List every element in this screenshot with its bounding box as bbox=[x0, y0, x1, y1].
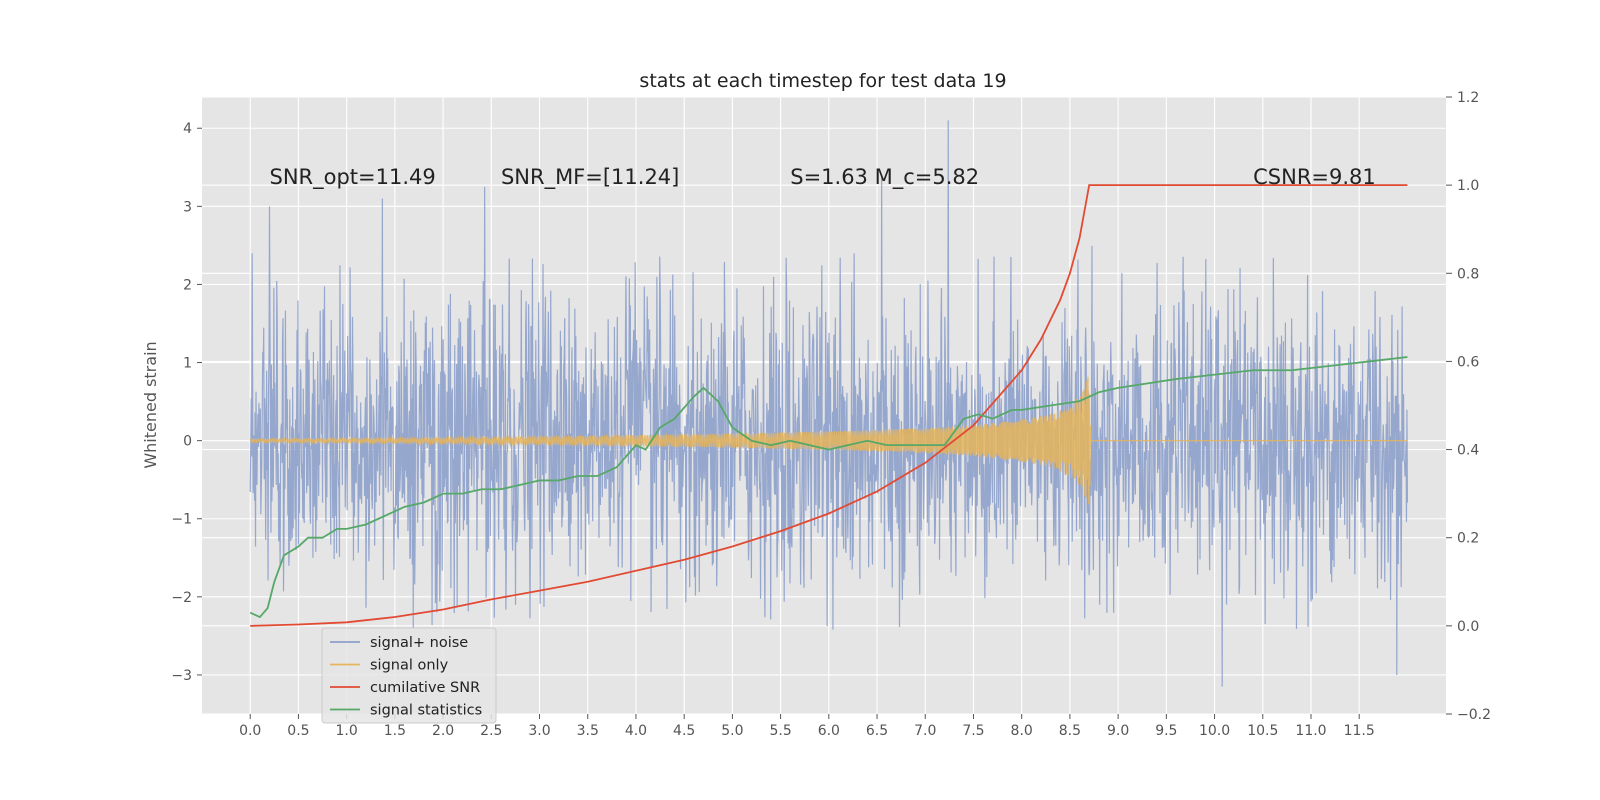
legend: signal+ noise signal only cumilative SNR si… bbox=[321, 627, 497, 724]
series-signal-noise-line bbox=[249, 120, 1409, 687]
y2-tick-label-5: 0.8 bbox=[1457, 266, 1479, 282]
legend-box bbox=[321, 627, 497, 724]
y-tick-label-0: −3 bbox=[171, 668, 192, 684]
legend-label-0: signal+ noise bbox=[370, 635, 468, 651]
y2-tick-label-6: 1.0 bbox=[1457, 178, 1479, 194]
x-tick-label-11: 5.5 bbox=[769, 723, 791, 739]
x-tick-label-0: 0.0 bbox=[239, 723, 261, 739]
y-tick-label-3: 0 bbox=[183, 434, 192, 450]
x-tick-label-22: 11.0 bbox=[1295, 723, 1326, 739]
annotation-0: SNR_opt=11.49 bbox=[270, 165, 436, 190]
y-tick-label-5: 2 bbox=[183, 277, 192, 293]
x-tick-label-23: 11.5 bbox=[1344, 723, 1375, 739]
y-tick-label-2: −1 bbox=[171, 512, 192, 528]
chart-title: stats at each timestep for test data 19 bbox=[639, 70, 1006, 92]
legend-label-3: signal statistics bbox=[370, 703, 482, 719]
series-cumulative-snr-line bbox=[250, 184, 1408, 627]
x-tick-label-6: 3.0 bbox=[528, 723, 550, 739]
x-tick-label-10: 5.0 bbox=[721, 723, 743, 739]
annotation-1: SNR_MF=[11.24] bbox=[501, 165, 679, 190]
x-tick-label-15: 7.5 bbox=[962, 723, 984, 739]
legend-label-2: cumilative SNR bbox=[370, 680, 480, 696]
y2-tick-label-3: 0.4 bbox=[1457, 443, 1479, 459]
x-tick-label-17: 8.5 bbox=[1059, 723, 1081, 739]
x-tick-label-20: 10.0 bbox=[1199, 723, 1230, 739]
series-signal-statistics-line bbox=[249, 356, 1408, 619]
x-tick-label-13: 6.5 bbox=[866, 723, 888, 739]
y2-tick-label-2: 0.2 bbox=[1457, 531, 1479, 547]
y2-tick-label-1: 0.0 bbox=[1457, 619, 1479, 635]
y-axis-label: Whitened strain bbox=[141, 341, 160, 468]
y-tick-label-6: 3 bbox=[183, 199, 192, 215]
x-tick-label-14: 7.0 bbox=[914, 723, 936, 739]
axes: 0.0 0.5 1.0 1.5 2.0 2.5 3.0 3.5 4.0 4.5 5.0 5.5 6.0 6… bbox=[171, 90, 1491, 739]
x-tick-label-16: 8.0 bbox=[1011, 723, 1033, 739]
x-tick-label-18: 9.0 bbox=[1107, 723, 1129, 739]
y-tick-label-1: −2 bbox=[171, 590, 192, 606]
legend-label-1: signal only bbox=[370, 658, 449, 674]
x-tick-label-21: 10.5 bbox=[1247, 723, 1278, 739]
x-tick-label-12: 6.0 bbox=[818, 723, 840, 739]
series-signal-only-line bbox=[249, 376, 1408, 505]
annotations: SNR_opt=11.49 SNR_MF=[11.24] S=1.63 M_c=5.… bbox=[270, 165, 1376, 190]
y-tick-label-4: 1 bbox=[183, 356, 192, 372]
x-tick-label-9: 4.5 bbox=[673, 723, 695, 739]
annotation-3: CSNR=9.81 bbox=[1253, 165, 1376, 189]
x-tick-label-7: 3.5 bbox=[577, 723, 599, 739]
x-tick-label-8: 4.0 bbox=[625, 723, 647, 739]
annotation-2: S=1.63 M_c=5.82 bbox=[790, 165, 979, 190]
x-tick-label-5: 2.5 bbox=[480, 723, 502, 739]
x-tick-label-4: 2.0 bbox=[432, 723, 454, 739]
y2-tick-label-7: 1.2 bbox=[1457, 90, 1479, 106]
x-tick-label-3: 1.5 bbox=[384, 723, 406, 739]
x-tick-label-2: 1.0 bbox=[336, 723, 358, 739]
x-tick-label-1: 0.5 bbox=[287, 723, 309, 739]
y2-tick-label-0: −0.2 bbox=[1457, 707, 1491, 723]
y-tick-label-7: 4 bbox=[183, 121, 192, 137]
series-layer bbox=[249, 120, 1409, 687]
y2-tick-label-4: 0.6 bbox=[1457, 354, 1479, 370]
x-tick-label-19: 9.5 bbox=[1155, 723, 1177, 739]
